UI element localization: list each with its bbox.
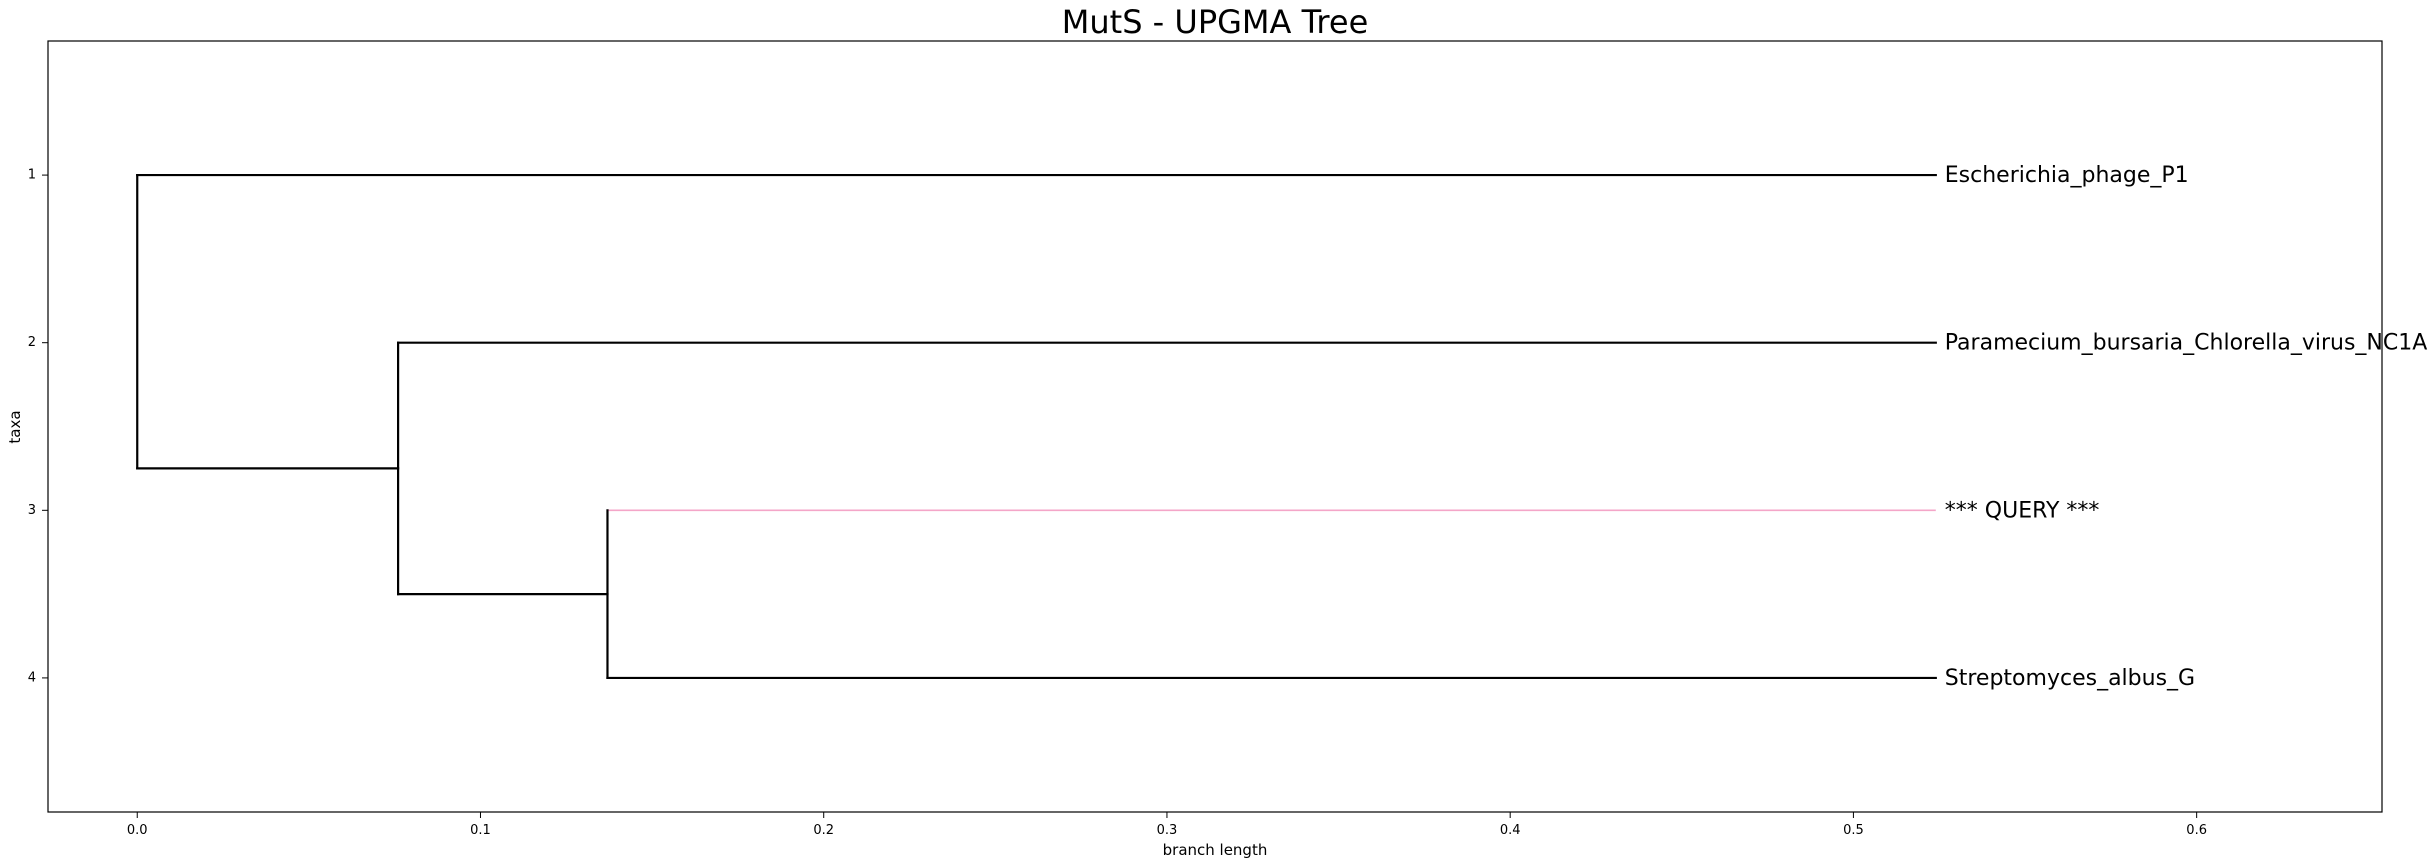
query-leaf-label: *** QUERY *** bbox=[1945, 498, 2100, 523]
x-tick-label: 0.2 bbox=[813, 823, 834, 838]
x-axis-label: branch length bbox=[1163, 841, 1268, 859]
y-axis-label: taxa bbox=[6, 410, 24, 443]
y-tick-label: 2 bbox=[28, 335, 36, 350]
x-tick-label: 0.4 bbox=[1500, 823, 1521, 838]
chart-title: MutS - UPGMA Tree bbox=[1062, 3, 1369, 41]
plot-frame bbox=[47, 40, 2383, 813]
y-tick-label: 3 bbox=[28, 503, 36, 518]
x-tick-label: 0.3 bbox=[1157, 823, 1178, 838]
x-tick-label: 0.0 bbox=[127, 823, 148, 838]
x-tick-label: 0.1 bbox=[470, 823, 491, 838]
y-axis-ticks: 1 2 3 4 bbox=[28, 168, 48, 685]
leaf-label: Escherichia_phage_P1 bbox=[1945, 163, 2189, 188]
tree-branches bbox=[136, 173, 1937, 680]
x-tick-label: 0.5 bbox=[1843, 823, 1864, 838]
y-tick-label: 4 bbox=[28, 670, 36, 685]
leaf-labels: Escherichia_phage_P1 Paramecium_bursaria_… bbox=[1945, 163, 2427, 691]
y-tick-label: 1 bbox=[28, 168, 36, 183]
x-axis-ticks: 0.0 0.1 0.2 0.3 0.4 0.5 0.6 bbox=[127, 812, 2207, 838]
x-tick-label: 0.6 bbox=[2186, 823, 2207, 838]
leaf-label: Paramecium_bursaria_Chlorella_virus_NC1A bbox=[1945, 331, 2427, 356]
leaf-label: Streptomyces_albus_G bbox=[1945, 666, 2195, 691]
